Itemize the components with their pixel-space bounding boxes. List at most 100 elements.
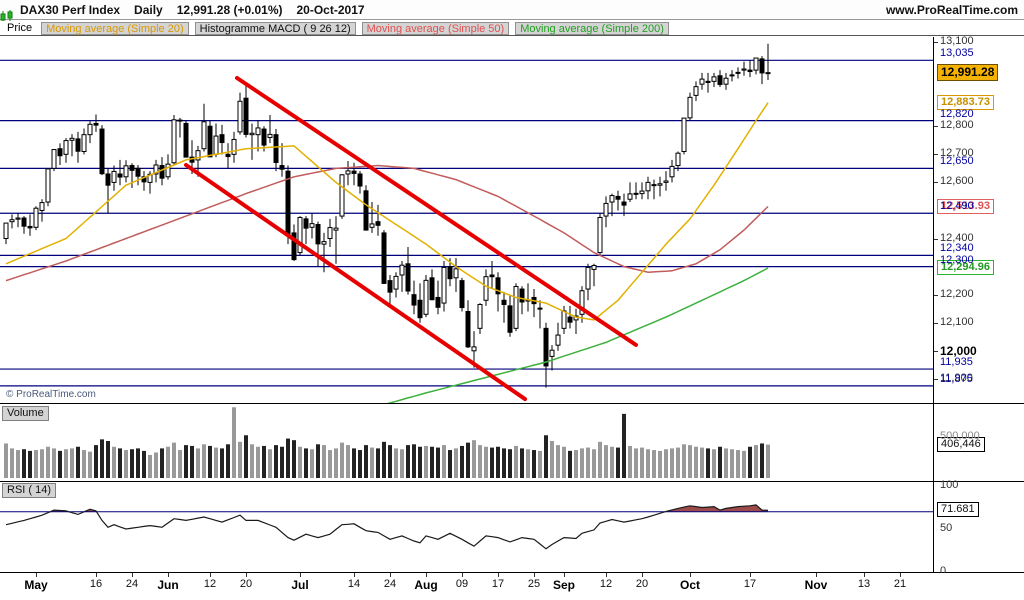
candle-body (261, 128, 267, 146)
level-label: 12,490 (940, 200, 974, 213)
candle-body (405, 263, 411, 292)
candle-body (219, 134, 225, 144)
volume-bar (40, 449, 44, 478)
price-tick-mark (934, 42, 938, 44)
volume-bar (64, 449, 68, 478)
volume-bar (316, 444, 320, 478)
volume-bar (94, 445, 98, 478)
candle-body (447, 266, 453, 280)
price-axis[interactable]: 12,991.28 12,883.73 12,513.93 12,294.96 … (934, 35, 1024, 600)
volume-bar (544, 435, 548, 478)
ma20-value-box: 12,883.73 (937, 94, 994, 110)
volume-bar (88, 451, 92, 478)
volume-bar (70, 448, 74, 478)
candle-body (51, 149, 57, 169)
volume-bar (118, 448, 122, 478)
trendline-1[interactable] (235, 75, 638, 347)
price-tick-label: 12,600 (940, 175, 974, 188)
volume-bar (574, 450, 578, 478)
panel-divider (0, 403, 1024, 404)
time-tick-mark (564, 573, 565, 577)
volume-bar (46, 446, 50, 478)
time-tick-mark (864, 573, 865, 577)
volume-bar (286, 438, 290, 478)
trendline-2[interactable] (184, 162, 527, 402)
volume-bar (250, 444, 254, 478)
volume-bar (412, 444, 416, 478)
candle-body (591, 264, 597, 270)
indicator-chip-ma200[interactable]: Moving average (Simple 200) (515, 21, 669, 35)
volume-bar (736, 450, 740, 478)
level-label: 12,300 (940, 253, 974, 266)
candle-body (597, 216, 603, 254)
time-tick-mark (168, 573, 169, 577)
time-axis[interactable]: May 16 24 Jun 12 20 Jul 14 24 Aug 09 17 25 Sep 12 20 Oct… (0, 573, 1024, 600)
indicator-chip-macd[interactable]: Histogramme MACD ( 9 26 12) (194, 21, 356, 35)
candle-body (615, 195, 621, 200)
candle-body (315, 223, 321, 245)
candle-body (225, 153, 231, 158)
candle-body (381, 232, 387, 284)
candle-body (351, 170, 357, 174)
volume-bar (22, 449, 26, 478)
candle-body (627, 193, 633, 200)
volume-bar (370, 447, 374, 478)
volume-bar (154, 452, 158, 478)
price-chart-canvas[interactable] (0, 37, 933, 403)
candle-body (519, 288, 525, 303)
price-tick-label: 13,100 (940, 35, 974, 48)
candle-body (501, 299, 507, 305)
volume-bar (148, 454, 152, 478)
volume-bar (586, 447, 590, 478)
candle-body (459, 280, 465, 309)
time-tick-mark (354, 573, 355, 577)
volume-bar (490, 447, 494, 478)
candle-body (87, 123, 93, 136)
panel-divider (0, 572, 1024, 573)
rsi-chart-canvas[interactable] (0, 482, 933, 572)
candle-body (171, 119, 177, 164)
candle-body (201, 121, 207, 150)
volume-bar (448, 450, 452, 478)
volume-bar (166, 446, 170, 478)
candle-body (33, 207, 39, 228)
candle-body (465, 311, 471, 348)
candle-body (567, 316, 573, 323)
candle-body (231, 138, 237, 155)
candle-body (723, 77, 729, 85)
indicator-chip-ma50[interactable]: Moving average (Simple 50) (361, 21, 510, 35)
volume-bar (712, 449, 716, 478)
volume-bar (208, 445, 212, 478)
level-label: 12,650 (940, 155, 974, 168)
candle-body (375, 221, 381, 226)
candle-body (141, 176, 147, 183)
volume-bar (496, 446, 500, 478)
rsi-value-box: 71.681 (937, 502, 979, 518)
price-tick-label: 12,000 (940, 343, 977, 358)
site-link[interactable]: www.ProRealTime.com (885, 2, 1018, 17)
level-label: 13,035 (940, 47, 974, 60)
candle-body (123, 165, 129, 178)
volume-bar (688, 445, 692, 478)
candle-body (765, 72, 771, 75)
candle-body (711, 76, 717, 82)
price-tick-mark (934, 238, 938, 240)
volume-bar (202, 444, 206, 478)
candle-body (735, 71, 741, 74)
volume-chart-canvas[interactable] (0, 404, 933, 481)
candle-body (609, 195, 615, 203)
time-tick-label: 20 (239, 578, 253, 590)
volume-bar (556, 445, 560, 478)
candle-body (129, 165, 135, 171)
candle-body (39, 202, 45, 211)
candle-body (9, 219, 15, 223)
time-tick-mark (498, 573, 499, 577)
candle-body (207, 125, 213, 158)
indicator-chip-ma20[interactable]: Moving average (Simple 20) (41, 21, 189, 35)
candle-body (705, 80, 711, 83)
candle-body (717, 75, 723, 85)
volume-bar (694, 446, 698, 478)
price-tick-mark (934, 182, 938, 184)
price-tick-label: 11,900 (940, 371, 973, 384)
candle-body (213, 135, 219, 155)
